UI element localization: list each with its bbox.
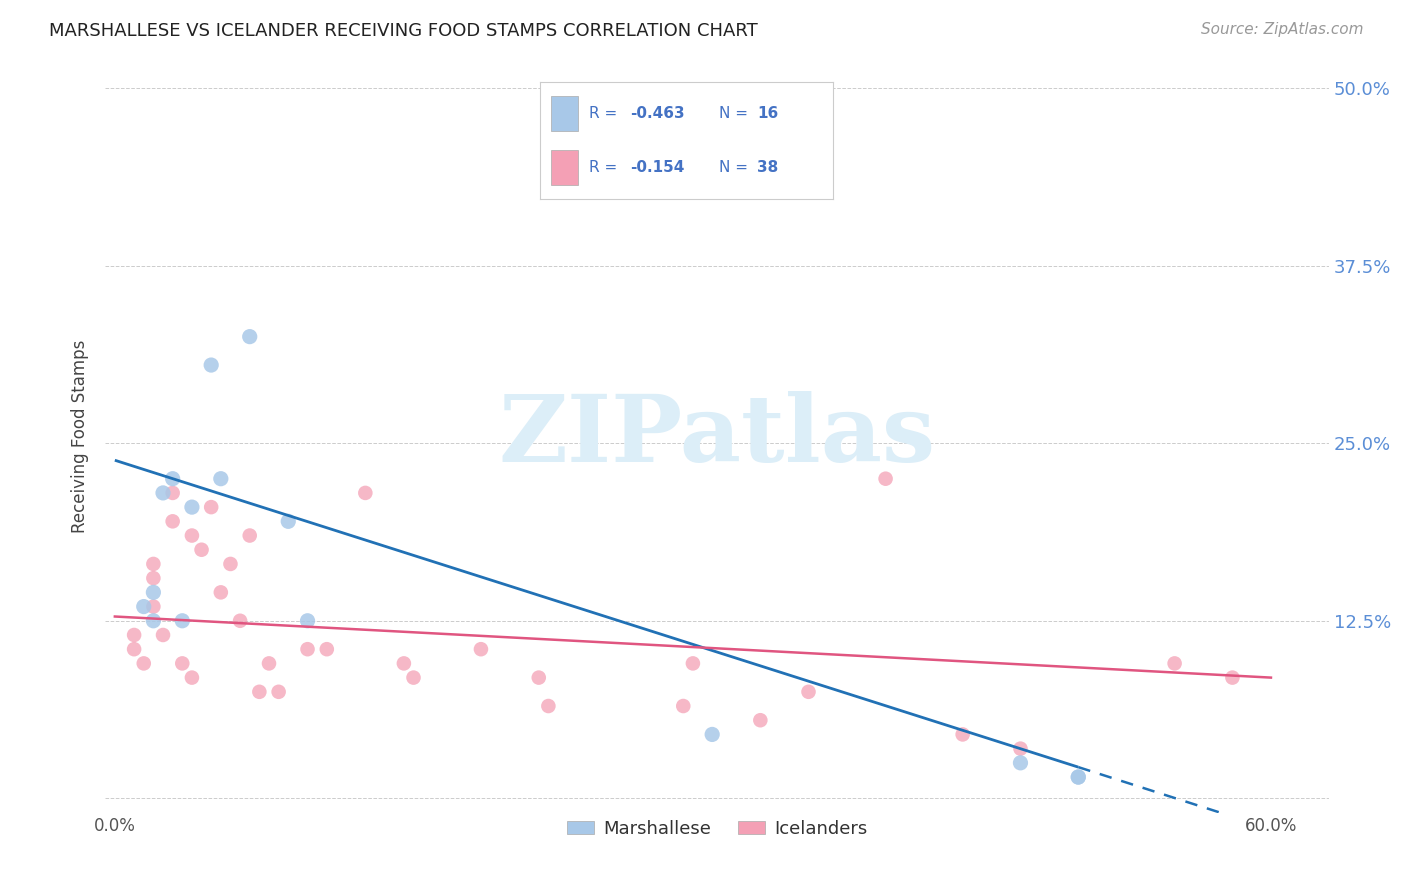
Point xyxy=(200,500,222,515)
Text: Source: ZipAtlas.com: Source: ZipAtlas.com xyxy=(1201,22,1364,37)
Point xyxy=(162,486,184,500)
Point xyxy=(209,585,232,599)
Point xyxy=(132,657,155,671)
Point xyxy=(142,599,165,614)
Point xyxy=(470,642,492,657)
Point xyxy=(200,358,222,372)
Legend: Marshallese, Icelanders: Marshallese, Icelanders xyxy=(560,813,875,845)
Point xyxy=(122,628,145,642)
Point xyxy=(537,699,560,714)
Point xyxy=(152,628,174,642)
Point xyxy=(142,571,165,585)
Point xyxy=(749,713,772,727)
Point xyxy=(952,727,974,741)
Point xyxy=(1067,770,1090,784)
Point xyxy=(297,614,319,628)
Text: MARSHALLESE VS ICELANDER RECEIVING FOOD STAMPS CORRELATION CHART: MARSHALLESE VS ICELANDER RECEIVING FOOD … xyxy=(49,22,758,40)
Point xyxy=(172,614,194,628)
Point xyxy=(277,514,299,528)
Point xyxy=(354,486,377,500)
Point xyxy=(142,614,165,628)
Point xyxy=(209,472,232,486)
Point xyxy=(229,614,252,628)
Point xyxy=(142,585,165,599)
Point xyxy=(1010,756,1032,770)
Point xyxy=(1067,770,1090,784)
Point xyxy=(172,657,194,671)
Point xyxy=(247,685,270,699)
Point xyxy=(315,642,337,657)
Point xyxy=(402,671,425,685)
Point xyxy=(142,557,165,571)
Point xyxy=(392,657,415,671)
Point xyxy=(181,500,204,515)
Point xyxy=(672,699,695,714)
Y-axis label: Receiving Food Stamps: Receiving Food Stamps xyxy=(72,339,89,533)
Point xyxy=(1222,671,1244,685)
Point xyxy=(181,528,204,542)
Point xyxy=(152,486,174,500)
Point xyxy=(122,642,145,657)
Point xyxy=(239,329,262,343)
Point xyxy=(527,671,550,685)
Point xyxy=(239,528,262,542)
Point xyxy=(190,542,212,557)
Point xyxy=(257,657,280,671)
Point xyxy=(132,599,155,614)
Text: ZIPatlas: ZIPatlas xyxy=(498,391,935,481)
Point xyxy=(162,514,184,528)
Point xyxy=(797,685,820,699)
Point xyxy=(682,657,704,671)
Point xyxy=(162,472,184,486)
Point xyxy=(267,685,290,699)
Point xyxy=(219,557,242,571)
Point xyxy=(875,472,897,486)
Point xyxy=(297,642,319,657)
Point xyxy=(1010,741,1032,756)
Point xyxy=(1163,657,1185,671)
Point xyxy=(702,727,724,741)
Point xyxy=(181,671,204,685)
